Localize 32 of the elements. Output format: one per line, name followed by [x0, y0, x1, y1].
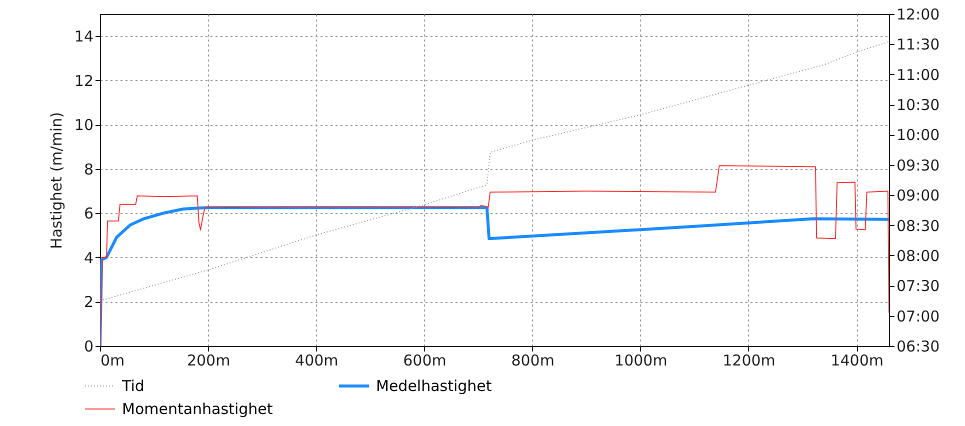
legend-label: Momentanhastighet: [122, 400, 273, 418]
y2-tick-label: 06:30: [896, 338, 940, 356]
y2-tick-label: 10:30: [896, 96, 940, 114]
y2-tick-label: 08:00: [896, 246, 940, 265]
y2-tick-label: 08:30: [896, 216, 940, 235]
x-tick-label: 1200m: [722, 352, 776, 370]
x-tick-label: 1000m: [614, 352, 668, 370]
y2-tick-label: 07:30: [896, 277, 940, 296]
y2-tick-label: 11:00: [896, 66, 940, 84]
y-tick-label: 14: [74, 28, 94, 46]
y-tick-label: 10: [74, 116, 94, 134]
y-tick-label: 6: [84, 204, 94, 223]
x-tick-label: 800m: [511, 352, 554, 370]
y-tick-label: 12: [74, 72, 94, 90]
y2-tick-label: 07:00: [896, 307, 940, 326]
y-tick-label: 2: [84, 293, 94, 312]
y2-tick-label: 09:30: [896, 156, 940, 174]
x-tick-label: 1400m: [830, 352, 884, 370]
legend-label: Medelhastighet: [376, 377, 492, 395]
x-tick-label: 400m: [295, 352, 338, 370]
y2-tick-label: 09:00: [896, 186, 940, 205]
y-tick-label: 4: [84, 248, 94, 267]
y2-tick-label: 12:00: [896, 6, 940, 24]
y2-tick-label: 11:30: [896, 36, 940, 54]
y2-tick-label: 10:00: [896, 126, 940, 144]
x-tick-label: 200m: [186, 352, 230, 370]
y-tick-label: 0: [84, 338, 94, 356]
y-tick-label: 8: [84, 160, 94, 178]
x-tick-label: 600m: [403, 352, 446, 370]
y-axis-title: Hastighet (m/min): [47, 112, 66, 249]
legend-label: Tid: [121, 377, 144, 395]
x-tick-label: 0m: [100, 352, 125, 370]
